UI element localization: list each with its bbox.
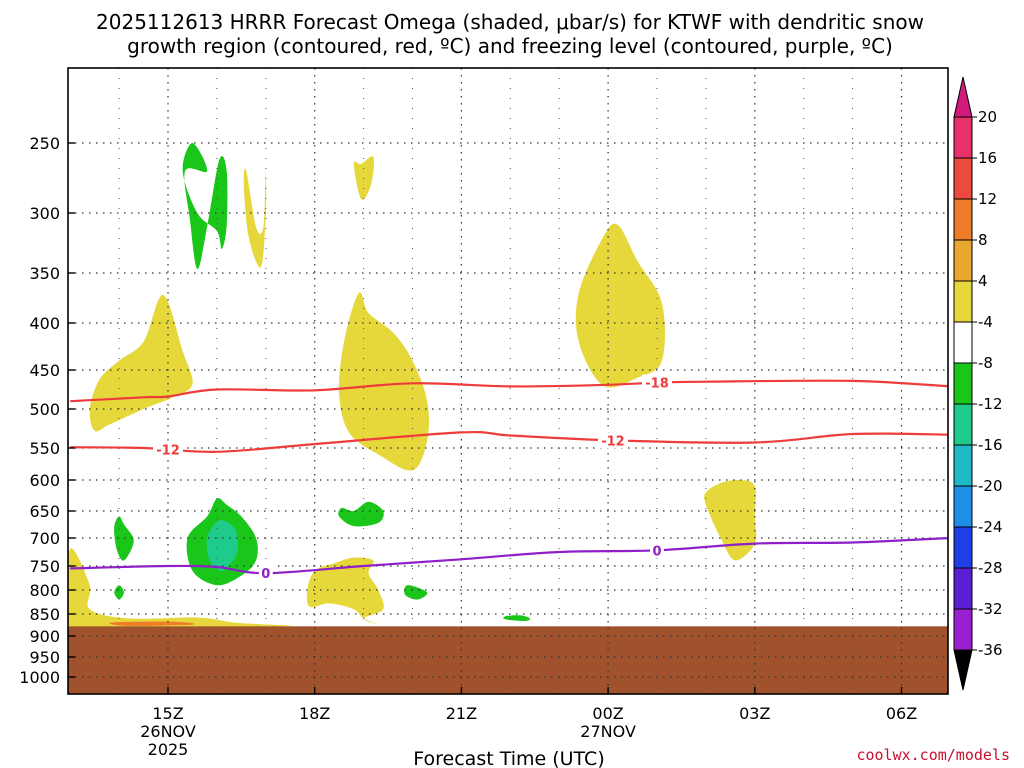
y-tick-label-600: 600 [29,471,60,490]
y-tick-label-250: 250 [29,134,60,153]
contour-dgz-minus-18 [70,379,948,403]
colorbar-swatch [953,239,973,282]
omega-region-green-left-tiny [114,585,124,600]
colorbar-swatch [953,485,973,528]
y-tick-label-650: 650 [29,502,60,521]
omega-region-orange-surface-strip [109,621,196,626]
colorbar-label-16: 16 [978,149,997,167]
contour-freezing-level-0 [70,537,948,575]
contour-label-bg-dgz-minus-12 [597,432,628,449]
colorbar-label--8: -8 [978,354,993,372]
colorbar-swatch [953,444,973,487]
colorbar-swatch [953,362,973,405]
colorbar-swatch [953,567,973,610]
y-tick-label-550: 550 [29,439,60,458]
omega-region-yellow-18z-low [306,557,384,625]
omega-region-green-tiny-20z [404,585,428,600]
plot-frame [67,67,949,695]
colorbar-top-arrow [953,76,973,118]
contour-label-bg-dgz-minus-12 [153,441,183,458]
temperature-contours-layer: -18 -12 -12 0 0 [70,374,948,582]
y-tick-label-300: 300 [29,204,60,223]
x-tick-label-18Z: 18Z [299,704,330,723]
x-tick-sublabel: 27NOV [580,722,636,741]
colorbar-swatch [953,280,973,323]
y-tick-label-1000: 1000 [19,668,60,687]
omega-region-green-tiny-22z [503,615,531,622]
contour-label-freezing-level-0: 0 [652,544,661,559]
y-axis-ticks: 250 300 350 400 450 500 550 600 650 700 750 800 850 9… [19,134,75,687]
colorbar-label-4: 4 [978,272,988,290]
omega-region-yellow-center-mid [338,292,429,471]
chart-title-line-1: 2025112613 HRRR Forecast Omega (shaded, … [96,10,924,34]
colorbar-bottom-arrow [953,649,973,691]
contour-label-bg-freezing-level-0 [650,542,664,559]
y-tick-label-900: 900 [29,627,60,646]
colorbar-swatch [953,198,973,241]
colorbar-swatch [953,321,973,364]
x-tick-label-06Z: 06Z [886,704,917,723]
omega-region-yellow-surface-left [68,548,293,633]
contour-label-bg-dgz-minus-18 [642,374,672,391]
colorbar-label--32: -32 [978,600,1003,618]
x-tick-label-21Z: 21Z [446,704,477,723]
y-tick-label-500: 500 [29,400,60,419]
colorbar-swatch [953,608,973,651]
omega-region-green-left-low [114,516,134,561]
omega-region-green-tall-column [182,143,228,270]
y-tick-label-350: 350 [29,264,60,283]
colorbar-label--28: -28 [978,559,1003,577]
colorbar-label--12: -12 [978,395,1003,413]
colorbar-label-20: 20 [978,108,997,126]
colorbar-label--20: -20 [978,477,1003,495]
omega-region-yellow-00z-top [575,223,665,388]
colorbar-swatch [953,526,973,569]
chart-title-line-2: growth region (contoured, red, ºC) and f… [127,34,893,58]
y-tick-label-750: 750 [29,557,60,576]
contour-label-dgz-minus-12: -12 [156,443,180,458]
colorbar-swatch [953,157,973,200]
y-tick-label-850: 850 [29,605,60,624]
omega-region-yellow-small-top [353,156,374,200]
omega-region-green-small-19z [338,501,384,527]
y-tick-label-400: 400 [29,314,60,333]
x-tick-sublabel: 2025 [148,740,189,759]
y-tick-label-450: 450 [29,361,60,380]
colorbar-swatch [953,116,973,159]
colorbar-label-8: 8 [978,231,988,249]
contour-label-dgz-minus-12: -12 [601,434,625,449]
x-tick-label-03Z: 03Z [739,704,770,723]
colorbar-label--4: -4 [978,313,993,331]
omega-region-teal-center [206,520,239,571]
x-tick-label-00Z: 00Z [592,704,623,723]
y-tick-label-800: 800 [29,581,60,600]
y-tick-label-700: 700 [29,529,60,548]
contour-label-freezing-level-0: 0 [261,567,270,582]
contour-dgz-minus-12 [70,430,948,453]
colorbar-label--36: -36 [978,641,1003,659]
x-axis-label: Forecast Time (UTC) [413,748,604,768]
contour-label-dgz-minus-18: -18 [645,376,669,391]
colorbar-legend: 20 16 12 8 4 -4 -8 -12 -16 -20 -24 -28 -32 -36 [953,76,1003,691]
omega-region-yellow-left-top [89,294,193,432]
y-tick-label-950: 950 [29,648,60,667]
omega-region-yellow-tall-column [243,168,267,268]
omega-region-yellow-03z-lower [704,479,757,561]
contour-label-bg-freezing-level-0 [258,565,273,582]
colorbar-label--24: -24 [978,518,1003,536]
ground-below-surface [68,626,948,694]
colorbar-label--16: -16 [978,436,1003,454]
colorbar-swatch [953,403,973,446]
credit-text: coolwx.com/models [856,746,1010,764]
x-tick-sublabel: 26NOV [140,722,196,741]
x-tick-label-15Z: 15Z [152,704,183,723]
colorbar-label-12: 12 [978,190,997,208]
